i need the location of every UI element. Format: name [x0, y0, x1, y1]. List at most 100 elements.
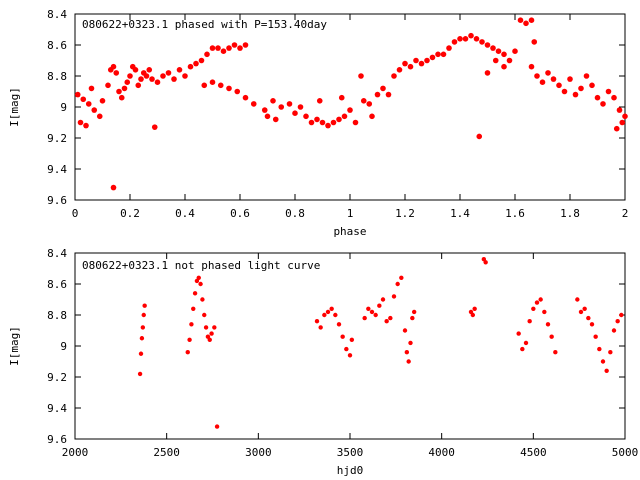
data-point — [495, 48, 502, 54]
data-point — [384, 319, 389, 324]
data-point — [209, 79, 216, 85]
data-point — [611, 328, 617, 333]
data-point — [604, 368, 609, 373]
data-point — [531, 39, 538, 45]
data-point — [528, 17, 535, 24]
data-point — [139, 336, 145, 341]
data-point — [402, 60, 408, 67]
data-point — [333, 312, 338, 318]
data-point — [151, 124, 158, 130]
data-point — [479, 39, 485, 45]
data-point — [200, 297, 205, 302]
data-point — [207, 337, 212, 342]
data-point — [187, 337, 192, 342]
x-tick-label: 0.4 — [175, 207, 195, 220]
y-tick-label: 8.4 — [47, 8, 67, 21]
y-axis-label: I[mag] — [8, 326, 21, 366]
data-point — [91, 107, 98, 113]
data-points — [137, 257, 624, 429]
data-point — [411, 309, 417, 315]
data-point — [137, 371, 143, 377]
data-point — [484, 70, 491, 76]
data-point — [96, 113, 103, 120]
data-point — [578, 85, 584, 92]
x-tick-label: 0.8 — [285, 207, 305, 220]
data-point — [362, 315, 367, 321]
data-point — [154, 79, 161, 85]
data-point — [116, 88, 122, 95]
data-point — [561, 88, 568, 95]
data-point — [140, 325, 146, 330]
data-point — [380, 85, 386, 92]
data-point — [242, 42, 249, 48]
y-tick-label: 8.4 — [47, 247, 67, 260]
data-point — [531, 306, 536, 311]
data-point — [237, 45, 243, 51]
data-point — [468, 32, 474, 39]
data-point — [406, 359, 411, 364]
data-point — [217, 82, 224, 89]
data-points — [74, 17, 628, 191]
data-point — [550, 76, 557, 82]
data-point — [424, 57, 430, 64]
data-point — [391, 294, 397, 299]
data-point — [369, 309, 375, 315]
data-point — [589, 322, 595, 327]
data-point — [141, 312, 146, 318]
data-point — [615, 319, 620, 324]
data-point — [583, 73, 590, 79]
data-point — [352, 119, 359, 126]
data-point — [538, 297, 543, 302]
data-point — [113, 70, 120, 76]
data-point — [209, 45, 216, 51]
y-tick-label: 8.8 — [47, 309, 67, 322]
data-point — [418, 60, 425, 67]
data-point — [316, 98, 323, 104]
data-point — [572, 91, 579, 98]
data-point — [593, 334, 598, 339]
x-tick-label: 3000 — [245, 446, 272, 459]
data-point — [314, 319, 320, 324]
data-point — [336, 322, 342, 327]
y-tick-label: 9 — [60, 340, 67, 353]
data-point — [138, 351, 144, 356]
data-point — [261, 107, 268, 113]
data-point — [201, 82, 208, 89]
x-tick-label: 1.2 — [395, 207, 415, 220]
data-point — [191, 306, 196, 311]
data-point — [231, 42, 238, 48]
data-point — [340, 334, 345, 339]
data-point — [527, 319, 532, 324]
data-point — [520, 346, 525, 352]
data-point — [146, 67, 153, 73]
data-point — [272, 116, 279, 123]
data-point — [189, 322, 194, 327]
data-point — [567, 76, 573, 82]
data-point — [539, 79, 546, 85]
data-point — [545, 70, 551, 76]
data-point — [373, 312, 378, 318]
data-point — [135, 82, 142, 89]
data-point — [622, 113, 628, 120]
x-tick-label: 0.2 — [120, 207, 140, 220]
data-point — [528, 63, 535, 70]
data-point — [366, 306, 371, 311]
x-tick-label: 4500 — [520, 446, 547, 459]
data-point — [264, 113, 271, 120]
plot-frame — [74, 252, 626, 440]
data-point — [344, 346, 349, 352]
data-point — [578, 309, 584, 315]
y-tick-label: 8.8 — [47, 70, 67, 83]
y-tick-label: 8.6 — [47, 39, 67, 52]
unphased-light-curve-panel: 080622+0323.1 not phased light curve hjd… — [8, 247, 638, 477]
y-tick-label: 9.6 — [47, 194, 67, 207]
x-tick-label: 0 — [72, 207, 79, 220]
axis-ticks: 0 0.2 0.4 0.6 0.8 1 1.2 1.4 1.6 1.8 2 8.4 8.6 8.8 9 9.2… — [47, 8, 628, 220]
data-point — [336, 116, 342, 123]
data-point — [74, 91, 81, 98]
data-point — [410, 315, 415, 321]
data-point — [404, 350, 410, 355]
data-point — [138, 76, 144, 82]
data-point — [380, 297, 386, 302]
data-point — [360, 98, 367, 104]
